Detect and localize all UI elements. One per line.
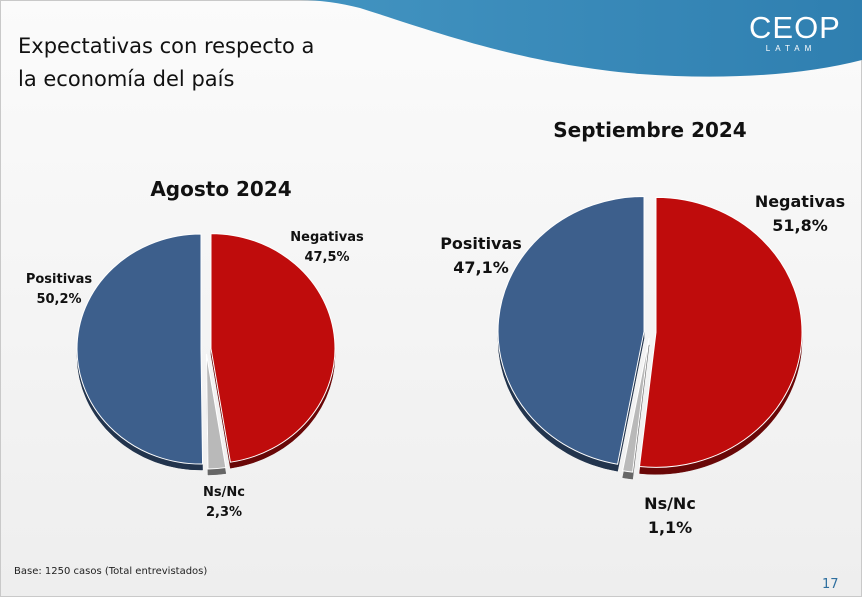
logo-main-text: CEOP xyxy=(749,10,841,45)
logo-sub-text: LATAM xyxy=(765,44,817,53)
slice-name: Ns/Nc xyxy=(203,485,245,500)
slice-value: 50,2% xyxy=(36,292,82,307)
slice-label-positivas-agosto: Positivas 50,2% xyxy=(16,270,102,310)
slice-label-negativas-septiembre: Negativas 51,8% xyxy=(744,190,856,238)
pie-chart-agosto xyxy=(76,233,336,476)
chart-title-agosto: Agosto 2024 xyxy=(150,177,292,201)
slice-label-negativas-agosto: Negativas 47,5% xyxy=(272,228,382,268)
slice-value: 47,5% xyxy=(304,250,350,265)
slide-title-line2: la economía del país xyxy=(18,67,235,91)
slice-name: Negativas xyxy=(290,230,364,245)
pie-slice-positivas xyxy=(76,233,204,465)
pie-chart-septiembre xyxy=(497,195,803,480)
base-footnote: Base: 1250 casos (Total entrevistados) xyxy=(14,566,208,577)
ceop-logo: CEOP LATAM xyxy=(749,10,841,54)
pie-slice-nsnc xyxy=(622,337,650,473)
page-number: 17 xyxy=(822,577,839,592)
slice-name: Ns/Nc xyxy=(644,494,696,513)
slide-title-line1: Expectativas con respecto a xyxy=(18,34,315,58)
pie-slice-positivas xyxy=(497,195,645,465)
slide-title: Expectativas con respecto a la economía … xyxy=(18,30,314,96)
header-banner xyxy=(0,0,862,77)
slice-label-nsnc-agosto: Ns/Nc 2,3% xyxy=(182,483,266,523)
slice-value: 1,1% xyxy=(647,518,693,537)
slice-label-positivas-septiembre: Positivas 47,1% xyxy=(426,232,536,280)
slice-name: Positivas xyxy=(25,272,93,287)
slice-name: Positivas xyxy=(440,234,522,253)
pie-slice-nsnc xyxy=(205,353,227,470)
slice-value: 47,1% xyxy=(453,258,509,277)
pie-slice-negativas xyxy=(210,233,336,463)
slice-name: Negativas xyxy=(754,192,846,211)
pie-slice-negativas xyxy=(638,196,803,468)
slice-label-nsnc-septiembre: Ns/Nc 1,1% xyxy=(620,492,720,540)
slice-value: 51,8% xyxy=(772,216,828,235)
slice-value: 2,3% xyxy=(205,505,243,520)
chart-title-septiembre: Septiembre 2024 xyxy=(553,118,747,142)
